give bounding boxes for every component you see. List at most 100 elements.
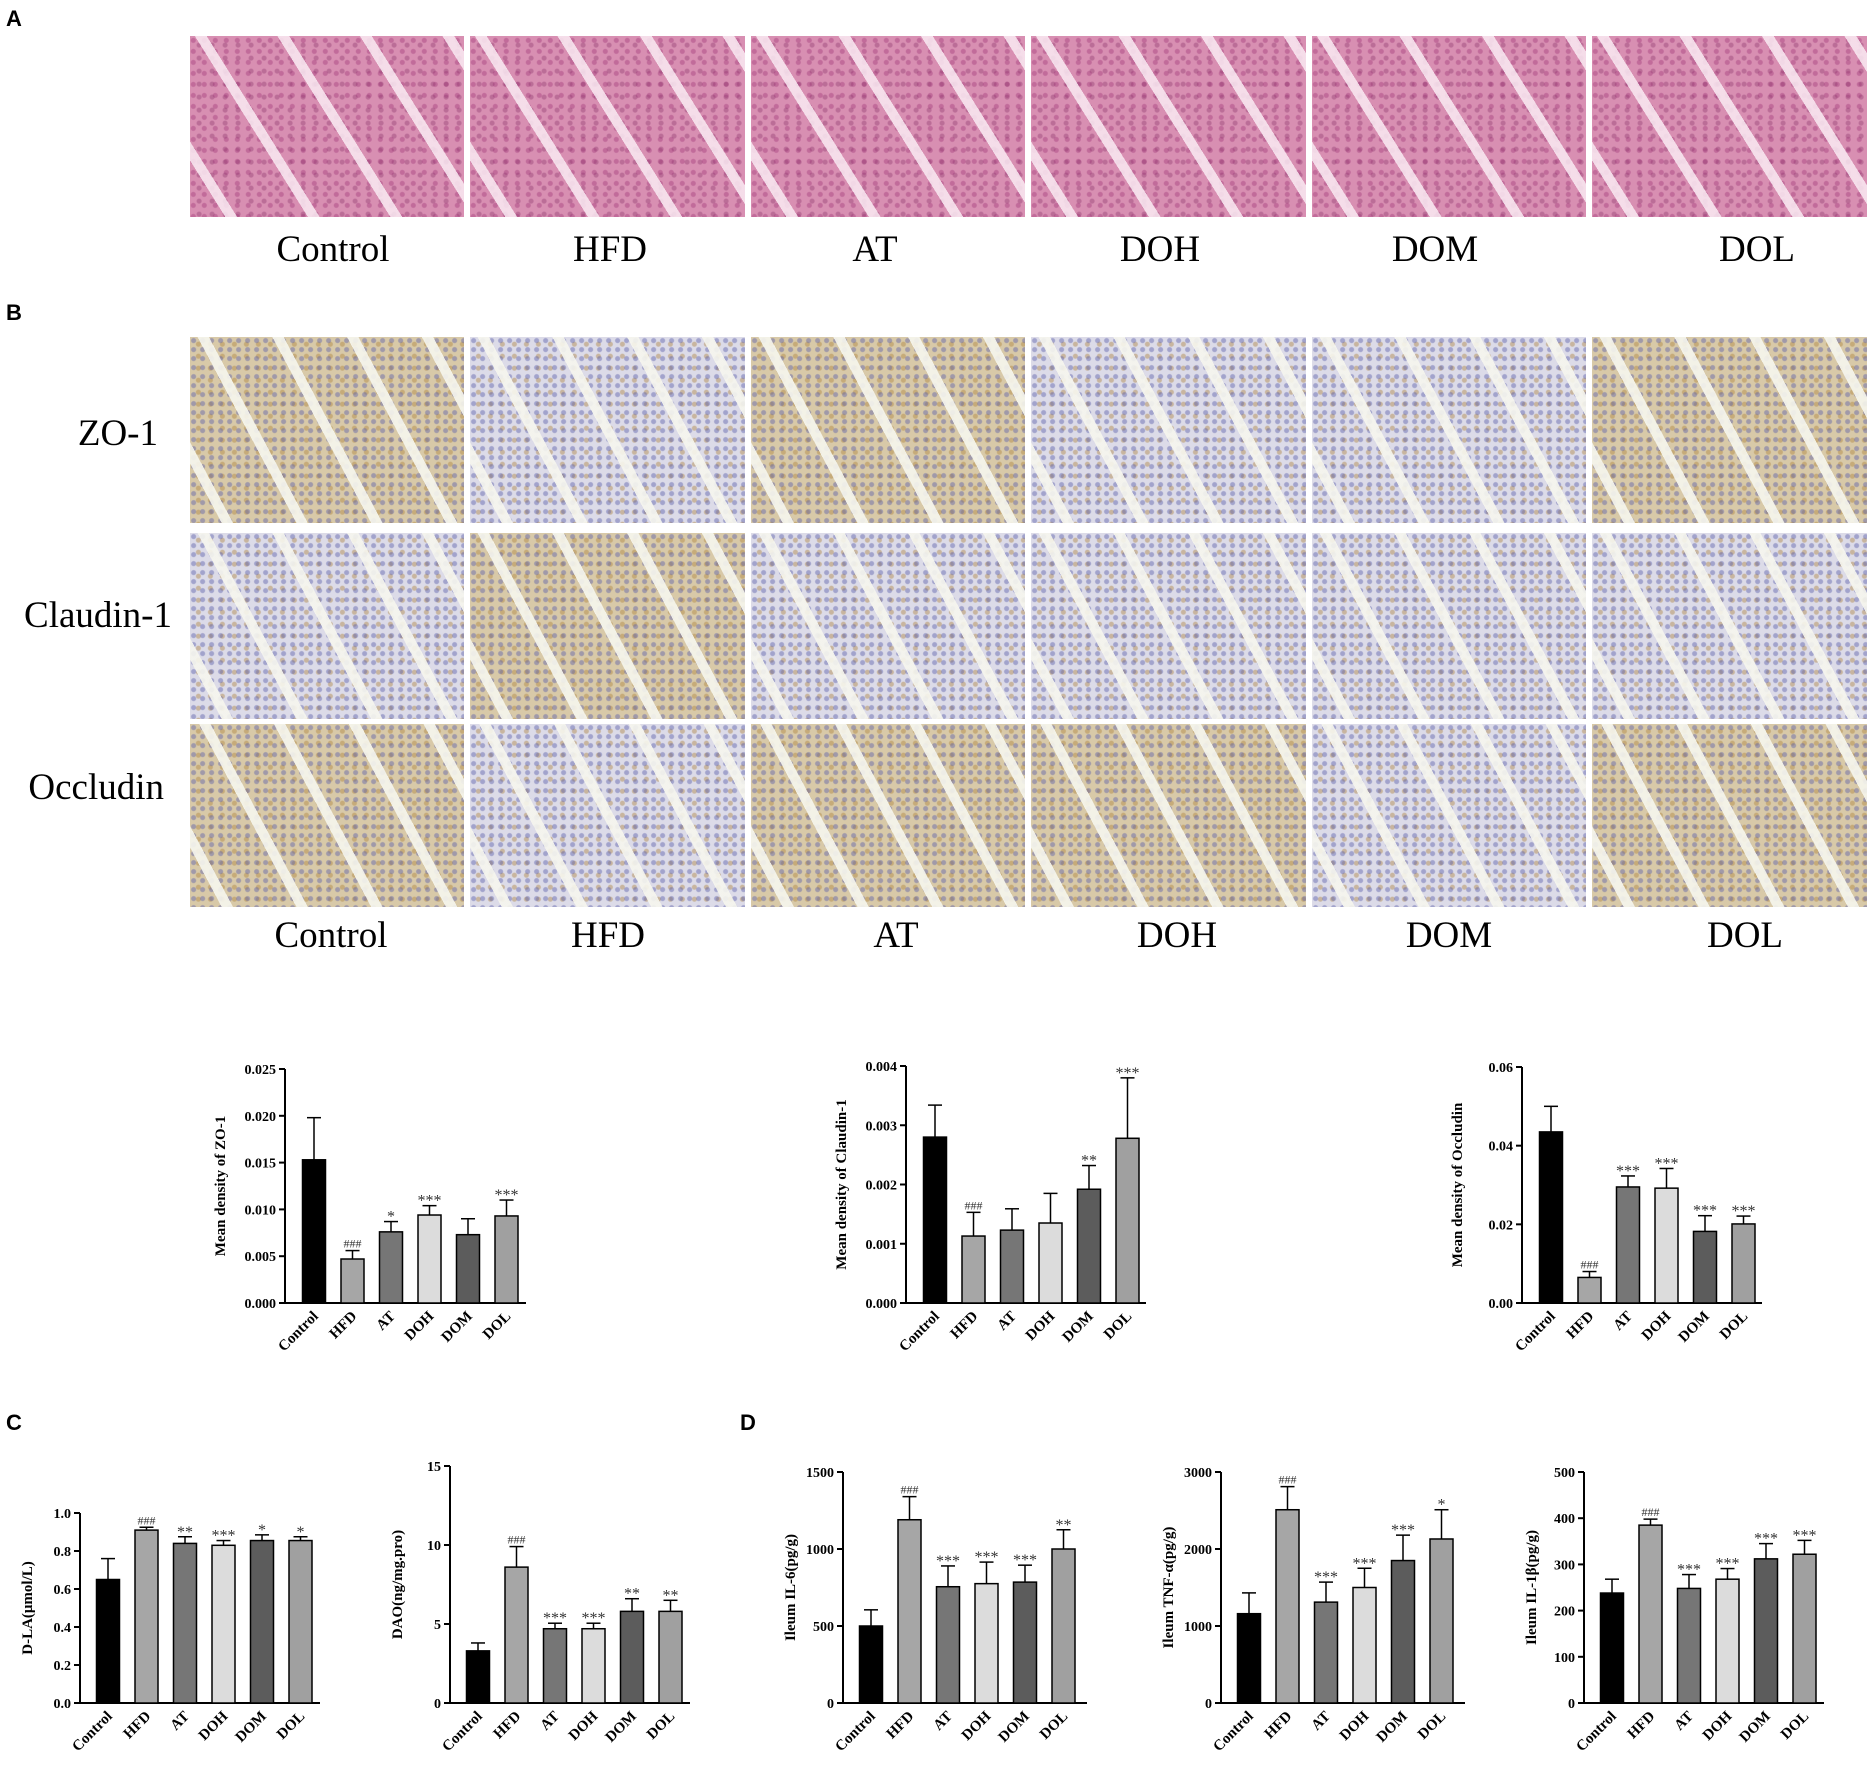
occludin-x-tick-label: Control: [1512, 1309, 1558, 1355]
ihc-claudin1-at: [751, 533, 1025, 719]
dla-x-tick-label: AT: [168, 1709, 193, 1734]
dla-bar-dol: [288, 1539, 313, 1704]
dao-x-tick-label: DOL: [644, 1709, 678, 1743]
dao-y-tick-label: 0: [434, 1697, 441, 1712]
dla-x-tick-label: DOM: [233, 1709, 270, 1746]
ihc-zo1-at: [751, 337, 1025, 523]
il1b-x-tick-label: Control: [1573, 1709, 1619, 1755]
tnf-significance-marker: ###: [1279, 1473, 1297, 1487]
occludin-bar-dol: [1731, 1223, 1756, 1304]
he-label-at: AT: [852, 229, 898, 270]
occludin-y-axis-title: Mean density of Occludin: [1450, 1102, 1466, 1267]
ihc-zo1-dol: [1592, 337, 1867, 523]
panel-letter-a: A: [6, 6, 22, 31]
claudin-y-tick-label: 0.000: [866, 1297, 898, 1312]
dao-x-tick-label: HFD: [491, 1708, 525, 1742]
claudin-significance-marker: ***: [1116, 1065, 1140, 1082]
occludin-significance-marker: ***: [1655, 1155, 1679, 1172]
il6-y-tick-label: 500: [813, 1620, 834, 1635]
dla-x-tick-label: Control: [69, 1709, 115, 1755]
il6-significance-marker: ***: [1013, 1552, 1037, 1569]
claudin-x-tick-label: Control: [896, 1309, 942, 1355]
claudin-bar-hfd: [961, 1235, 986, 1304]
he-micrograph-doh: [1031, 36, 1306, 217]
occludin-x-tick-label: AT: [1611, 1309, 1636, 1334]
dla-x-tick-label: HFD: [121, 1708, 155, 1742]
il6-x-tick-label: HFD: [884, 1708, 918, 1742]
il6-significance-marker: **: [1056, 1517, 1072, 1534]
ihc-label-at: AT: [873, 915, 919, 956]
he-label-hfd: HFD: [572, 229, 648, 270]
ihc-claudin1-hfd: [470, 533, 745, 719]
ihc-zo1-control: [190, 337, 464, 523]
ihc-claudin1-doh: [1031, 533, 1306, 719]
zo1-x-tick-label: AT: [374, 1309, 399, 1334]
zo1-y-tick-label: 0.005: [245, 1250, 277, 1265]
ihc-row-label-zo1: ZO-1: [77, 413, 158, 454]
il6-bar-doh: [974, 1582, 999, 1704]
claudin-bar-dol: [1115, 1137, 1140, 1304]
occludin-bar-dom: [1692, 1230, 1718, 1304]
ihc-label-doh: DOH: [1136, 915, 1218, 956]
il1b-bar-doh: [1715, 1578, 1740, 1704]
dla-y-axis-title: D-LA(μmol/L): [20, 1561, 36, 1655]
zo1-x-tick-label: HFD: [327, 1308, 361, 1342]
zo1-bar-hfd: [340, 1258, 365, 1304]
il1b-y-tick-label: 100: [1554, 1651, 1575, 1666]
claudin-bar-control: [922, 1136, 948, 1304]
panel-letter-d: D: [740, 1410, 756, 1435]
ihc-occludin-at: [751, 724, 1025, 907]
dao-y-axis-title: DAO(ng/mg.pro): [390, 1530, 406, 1639]
he-micrograph-dom: [1312, 36, 1586, 217]
dao-significance-marker: ***: [582, 1610, 606, 1627]
tnf-bar-control: [1236, 1612, 1262, 1704]
occludin-bar-doh: [1654, 1187, 1679, 1304]
he-label-dol: DOL: [1718, 229, 1796, 270]
tnf-bar-at: [1313, 1601, 1339, 1704]
il1b-significance-marker: ***: [1716, 1556, 1740, 1573]
il6-x-tick-label: DOH: [959, 1708, 995, 1744]
claudin-x-tick-label: HFD: [948, 1308, 982, 1342]
il6-significance-marker: ***: [975, 1549, 999, 1566]
zo1-x-tick-label: DOM: [439, 1309, 476, 1346]
tnf-bar-dom: [1390, 1559, 1416, 1704]
tnf-bar-doh: [1352, 1586, 1377, 1704]
ihc-label-dom: DOM: [1405, 915, 1493, 956]
dla-significance-marker: **: [177, 1524, 193, 1541]
occludin-significance-marker: ***: [1616, 1163, 1640, 1180]
il6-bar-control: [858, 1625, 884, 1704]
claudin-y-tick-label: 0.003: [866, 1119, 898, 1134]
dao-significance-marker: ***: [543, 1610, 567, 1627]
il1b-bar-at: [1676, 1587, 1702, 1704]
il1b-significance-marker: ***: [1754, 1531, 1778, 1548]
tnf-x-tick-label: AT: [1309, 1709, 1334, 1734]
claudin-significance-marker: **: [1081, 1153, 1097, 1170]
il1b-bar-control: [1599, 1592, 1625, 1704]
zo1-bar-control: [301, 1159, 327, 1304]
ihc-row-label-claudin1: Claudin-1: [24, 595, 172, 636]
dla-significance-marker: *: [258, 1522, 266, 1539]
claudin-x-tick-label: DOL: [1101, 1309, 1135, 1343]
tnf-y-tick-label: 2000: [1184, 1543, 1212, 1558]
ihc-occludin-dom: [1312, 724, 1586, 907]
tnf-y-tick-label: 1000: [1184, 1620, 1212, 1635]
dao-significance-marker: **: [624, 1586, 640, 1603]
occludin-significance-marker: ###: [1581, 1258, 1599, 1272]
tnf-bar-dol: [1429, 1538, 1454, 1704]
dao-bar-control: [465, 1650, 491, 1704]
occludin-y-tick-label: 0.00: [1489, 1297, 1514, 1312]
zo1-y-tick-label: 0.000: [245, 1297, 277, 1312]
zo1-significance-marker: ***: [495, 1187, 519, 1204]
dao-y-tick-label: 15: [427, 1460, 441, 1475]
dla-y-tick-label: 0.8: [54, 1545, 72, 1560]
zo1-bar-dol: [494, 1215, 519, 1304]
ihc-claudin1-dol: [1592, 533, 1867, 719]
il1b-y-tick-label: 300: [1554, 1558, 1575, 1573]
dla-bar-control: [95, 1578, 121, 1704]
panel-letter-b: B: [6, 300, 22, 325]
dao-bar-at: [542, 1627, 568, 1704]
dla-bar-dom: [249, 1539, 275, 1704]
panel-letter-c: C: [6, 1410, 22, 1435]
occludin-bar-control: [1538, 1131, 1564, 1304]
he-micrograph-at: [751, 36, 1025, 217]
